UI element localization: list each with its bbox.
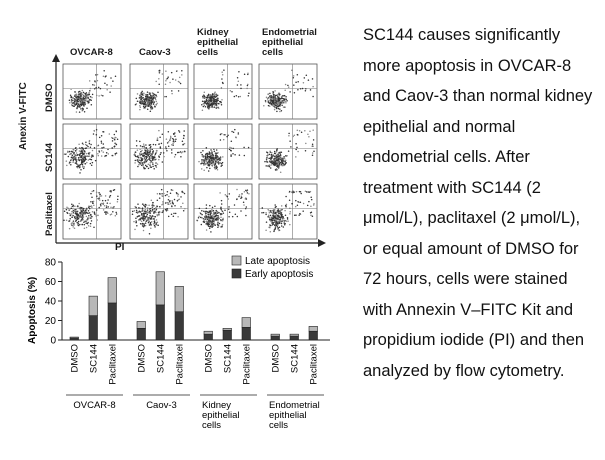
category-label: SC144 bbox=[155, 344, 166, 373]
pi-axis-arrow bbox=[318, 239, 326, 247]
group-label: epithelial bbox=[269, 410, 307, 421]
group-label: epithelial bbox=[202, 410, 240, 421]
figure-caption: SC144 causes significantly more apoptosi… bbox=[363, 26, 593, 380]
category-label: DMSO bbox=[69, 344, 80, 373]
dot-plot-dmso-1 bbox=[129, 63, 189, 120]
bar-late-apoptosis-9 bbox=[270, 333, 280, 337]
bar-late-apoptosis-7 bbox=[222, 328, 232, 331]
bar-late-apoptosis-2 bbox=[107, 277, 117, 304]
bar-late-apoptosis-0 bbox=[69, 336, 79, 339]
dot-plot-dmso-0 bbox=[62, 63, 122, 120]
category-label: SC144 bbox=[289, 344, 300, 373]
group-label: Endometrial bbox=[269, 400, 320, 411]
flow-cytometry-grid bbox=[52, 54, 326, 247]
dot-plot-dmso-2 bbox=[193, 63, 253, 120]
category-label: SC144 bbox=[222, 344, 233, 373]
bar-early-apoptosis-9 bbox=[270, 335, 280, 341]
group-label: Kidney bbox=[202, 400, 231, 411]
y-tick-label: 80 bbox=[45, 258, 57, 269]
category-label: Paclitaxel bbox=[107, 344, 118, 385]
dot-plot-sc144-0 bbox=[62, 123, 122, 180]
category-label: Paclitaxel bbox=[174, 344, 185, 385]
bar-late-apoptosis-4 bbox=[155, 271, 165, 306]
bar-late-apoptosis-11 bbox=[308, 326, 318, 332]
bar-early-apoptosis-3 bbox=[136, 328, 146, 341]
dot-plot-paclitaxel-2 bbox=[193, 183, 253, 240]
bar-early-apoptosis-10 bbox=[289, 335, 299, 341]
group-label: Caov-3 bbox=[146, 400, 177, 411]
bar-late-apoptosis-8 bbox=[241, 317, 251, 328]
bar-late-apoptosis-6 bbox=[203, 330, 213, 335]
dot-plot-paclitaxel-1 bbox=[129, 183, 189, 240]
y-tick-label: 60 bbox=[45, 277, 57, 288]
group-label: cells bbox=[202, 420, 221, 431]
category-label: DMSO bbox=[270, 344, 281, 373]
y-axis-title: Apoptosis (%) bbox=[27, 277, 38, 344]
dot-plot-sc144-2 bbox=[193, 123, 253, 180]
legend-label: Early apoptosis bbox=[245, 269, 313, 280]
legend-swatch bbox=[231, 268, 242, 279]
dot-plot-sc144-3 bbox=[258, 123, 318, 180]
dot-plot-paclitaxel-3 bbox=[258, 183, 318, 240]
category-label: SC144 bbox=[88, 344, 99, 373]
pi-axis-label: PI bbox=[115, 242, 125, 253]
category-label: DMSO bbox=[136, 344, 147, 373]
annexin-axis-arrow bbox=[52, 54, 60, 62]
bar-early-apoptosis-7 bbox=[222, 329, 232, 341]
bar-early-apoptosis-5 bbox=[174, 311, 184, 341]
column-header-ovcar8: OVCAR-8 bbox=[70, 47, 113, 58]
category-label: DMSO bbox=[203, 344, 214, 373]
bar-late-apoptosis-10 bbox=[289, 333, 299, 337]
dot-plot-paclitaxel-0 bbox=[62, 183, 122, 240]
bar-early-apoptosis-11 bbox=[308, 330, 318, 341]
bar-early-apoptosis-2 bbox=[107, 302, 117, 341]
bar-late-apoptosis-5 bbox=[174, 286, 184, 313]
y-tick-label: 20 bbox=[45, 316, 57, 327]
column-header-endometrial: Endometrial epithelial cells bbox=[262, 27, 317, 58]
bar-early-apoptosis-8 bbox=[241, 327, 251, 341]
apoptosis-bar-chart: 0 20 40 60 80 Apoptosis (%) DMSO SC144 Paclitaxe… bbox=[27, 255, 330, 431]
y-tick-label: 0 bbox=[50, 336, 56, 347]
bar-early-apoptosis-1 bbox=[88, 315, 98, 341]
group-label: cells bbox=[269, 420, 288, 431]
bar-early-apoptosis-6 bbox=[203, 333, 213, 341]
dot-plot-dmso-3 bbox=[258, 63, 318, 120]
column-header-caov3: Caov-3 bbox=[139, 47, 171, 58]
bar-early-apoptosis-4 bbox=[155, 304, 165, 341]
y-tick-label: 40 bbox=[45, 297, 57, 308]
column-header-kidney: Kidney epithelial cells bbox=[197, 27, 239, 58]
bar-late-apoptosis-3 bbox=[136, 321, 146, 329]
legend-label: Late apoptosis bbox=[245, 256, 310, 267]
category-label: Paclitaxel bbox=[308, 344, 319, 385]
group-label: OVCAR-8 bbox=[73, 400, 115, 411]
legend-swatch bbox=[231, 255, 242, 266]
category-label: Paclitaxel bbox=[241, 344, 252, 385]
bar-late-apoptosis-1 bbox=[88, 295, 98, 316]
dot-plot-sc144-1 bbox=[129, 123, 189, 180]
